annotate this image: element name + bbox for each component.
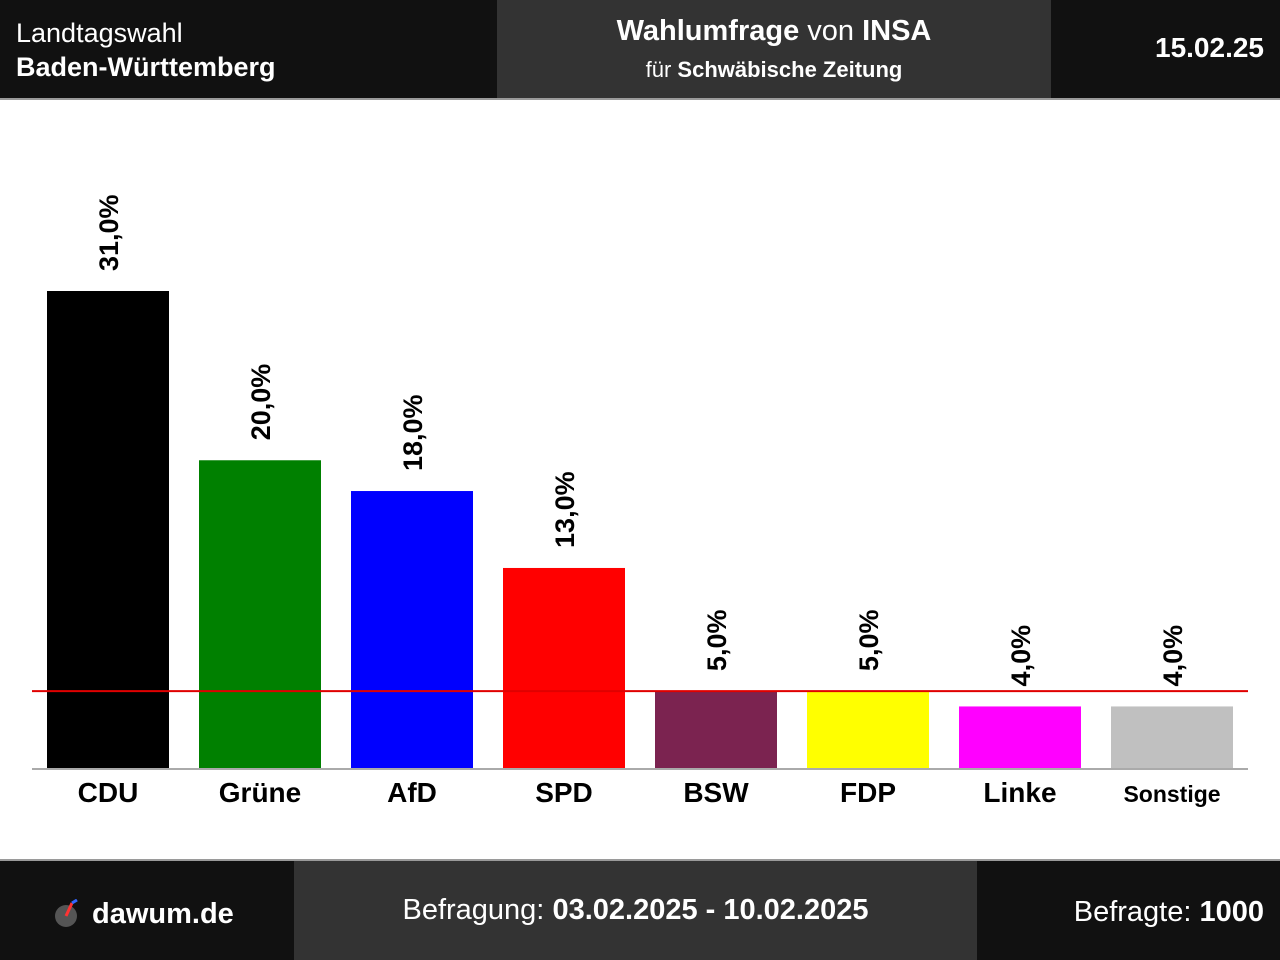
footer-bar: dawum.de Befragung: 03.02.2025 - 10.02.2… <box>0 861 1280 960</box>
category-label-afd: AfD <box>387 777 437 808</box>
value-label-bsw: 5,0% <box>702 610 732 672</box>
category-label-grüne: Grüne <box>219 777 301 808</box>
bar-chart: 31,0% CDU 20,0% Grüne 18,0% AfD 13,0% SPD 5,0% BS… <box>32 194 1248 808</box>
poll-client: Schwäbische Zeitung <box>677 57 903 82</box>
value-label-spd: 13,0% <box>550 471 580 548</box>
brand[interactable]: dawum.de <box>52 897 234 931</box>
bar-spd <box>503 567 625 768</box>
category-label-cdu: CDU <box>78 777 139 808</box>
bar-sonstige <box>1111 706 1233 768</box>
poll-date: 15.02.25 <box>1155 32 1264 63</box>
footer-divider <box>0 859 1280 861</box>
header-divider <box>0 98 1280 100</box>
bar-cdu <box>47 291 169 768</box>
respondents-value: 1000 <box>1199 896 1264 928</box>
survey-period: Befragung: 03.02.2025 - 10.02.2025 <box>294 861 977 960</box>
bar-afd <box>351 491 473 768</box>
respondents-label: Befragte: <box>1073 896 1200 928</box>
value-label-afd: 18,0% <box>398 394 428 471</box>
survey-period-value: 03.02.2025 - 10.02.2025 <box>552 894 869 926</box>
respondents: Befragte: 1000 <box>1074 895 1264 929</box>
election-title: Landtagswahl Baden-Württemberg <box>16 16 276 84</box>
poll-title-connector: von <box>799 15 863 47</box>
bar-fdp <box>807 691 929 768</box>
value-label-fdp: 5,0% <box>854 610 884 672</box>
bar-linke <box>959 706 1081 768</box>
bar-grüne <box>199 460 321 768</box>
poll-title-label: Wahlumfrage <box>616 15 800 47</box>
labels-layer: 31,0% CDU 20,0% Grüne 18,0% AfD 13,0% SPD 5,0% BS… <box>78 194 1221 808</box>
value-label-cdu: 31,0% <box>94 194 124 271</box>
header-bar: Landtagswahl Baden-Württemberg Wahlumfra… <box>0 0 1280 98</box>
bar-bsw <box>655 691 777 768</box>
poll-institute: INSA <box>862 15 932 47</box>
poll-client-prefix: für <box>645 57 678 82</box>
brand-name: dawum.de <box>92 898 234 930</box>
category-label-bsw: BSW <box>683 777 749 808</box>
category-label-spd: SPD <box>535 777 593 808</box>
bars-layer <box>47 291 1233 768</box>
value-label-linke: 4,0% <box>1006 625 1036 687</box>
poll-title: Wahlumfrage von INSA <box>497 14 1051 48</box>
survey-period-label: Befragung: <box>402 894 553 926</box>
election-type: Landtagswahl <box>16 18 183 48</box>
election-region: Baden-Württemberg <box>16 52 276 82</box>
category-label-sonstige: Sonstige <box>1123 781 1220 807</box>
poll-client-line: für Schwäbische Zeitung <box>497 57 1051 83</box>
category-label-linke: Linke <box>983 777 1056 808</box>
value-label-grüne: 20,0% <box>246 364 276 441</box>
value-label-sonstige: 4,0% <box>1158 625 1188 687</box>
dawum-logo-icon <box>55 899 78 927</box>
poll-info: Wahlumfrage von INSA für Schwäbische Zei… <box>497 0 1051 98</box>
category-label-fdp: FDP <box>840 777 896 808</box>
